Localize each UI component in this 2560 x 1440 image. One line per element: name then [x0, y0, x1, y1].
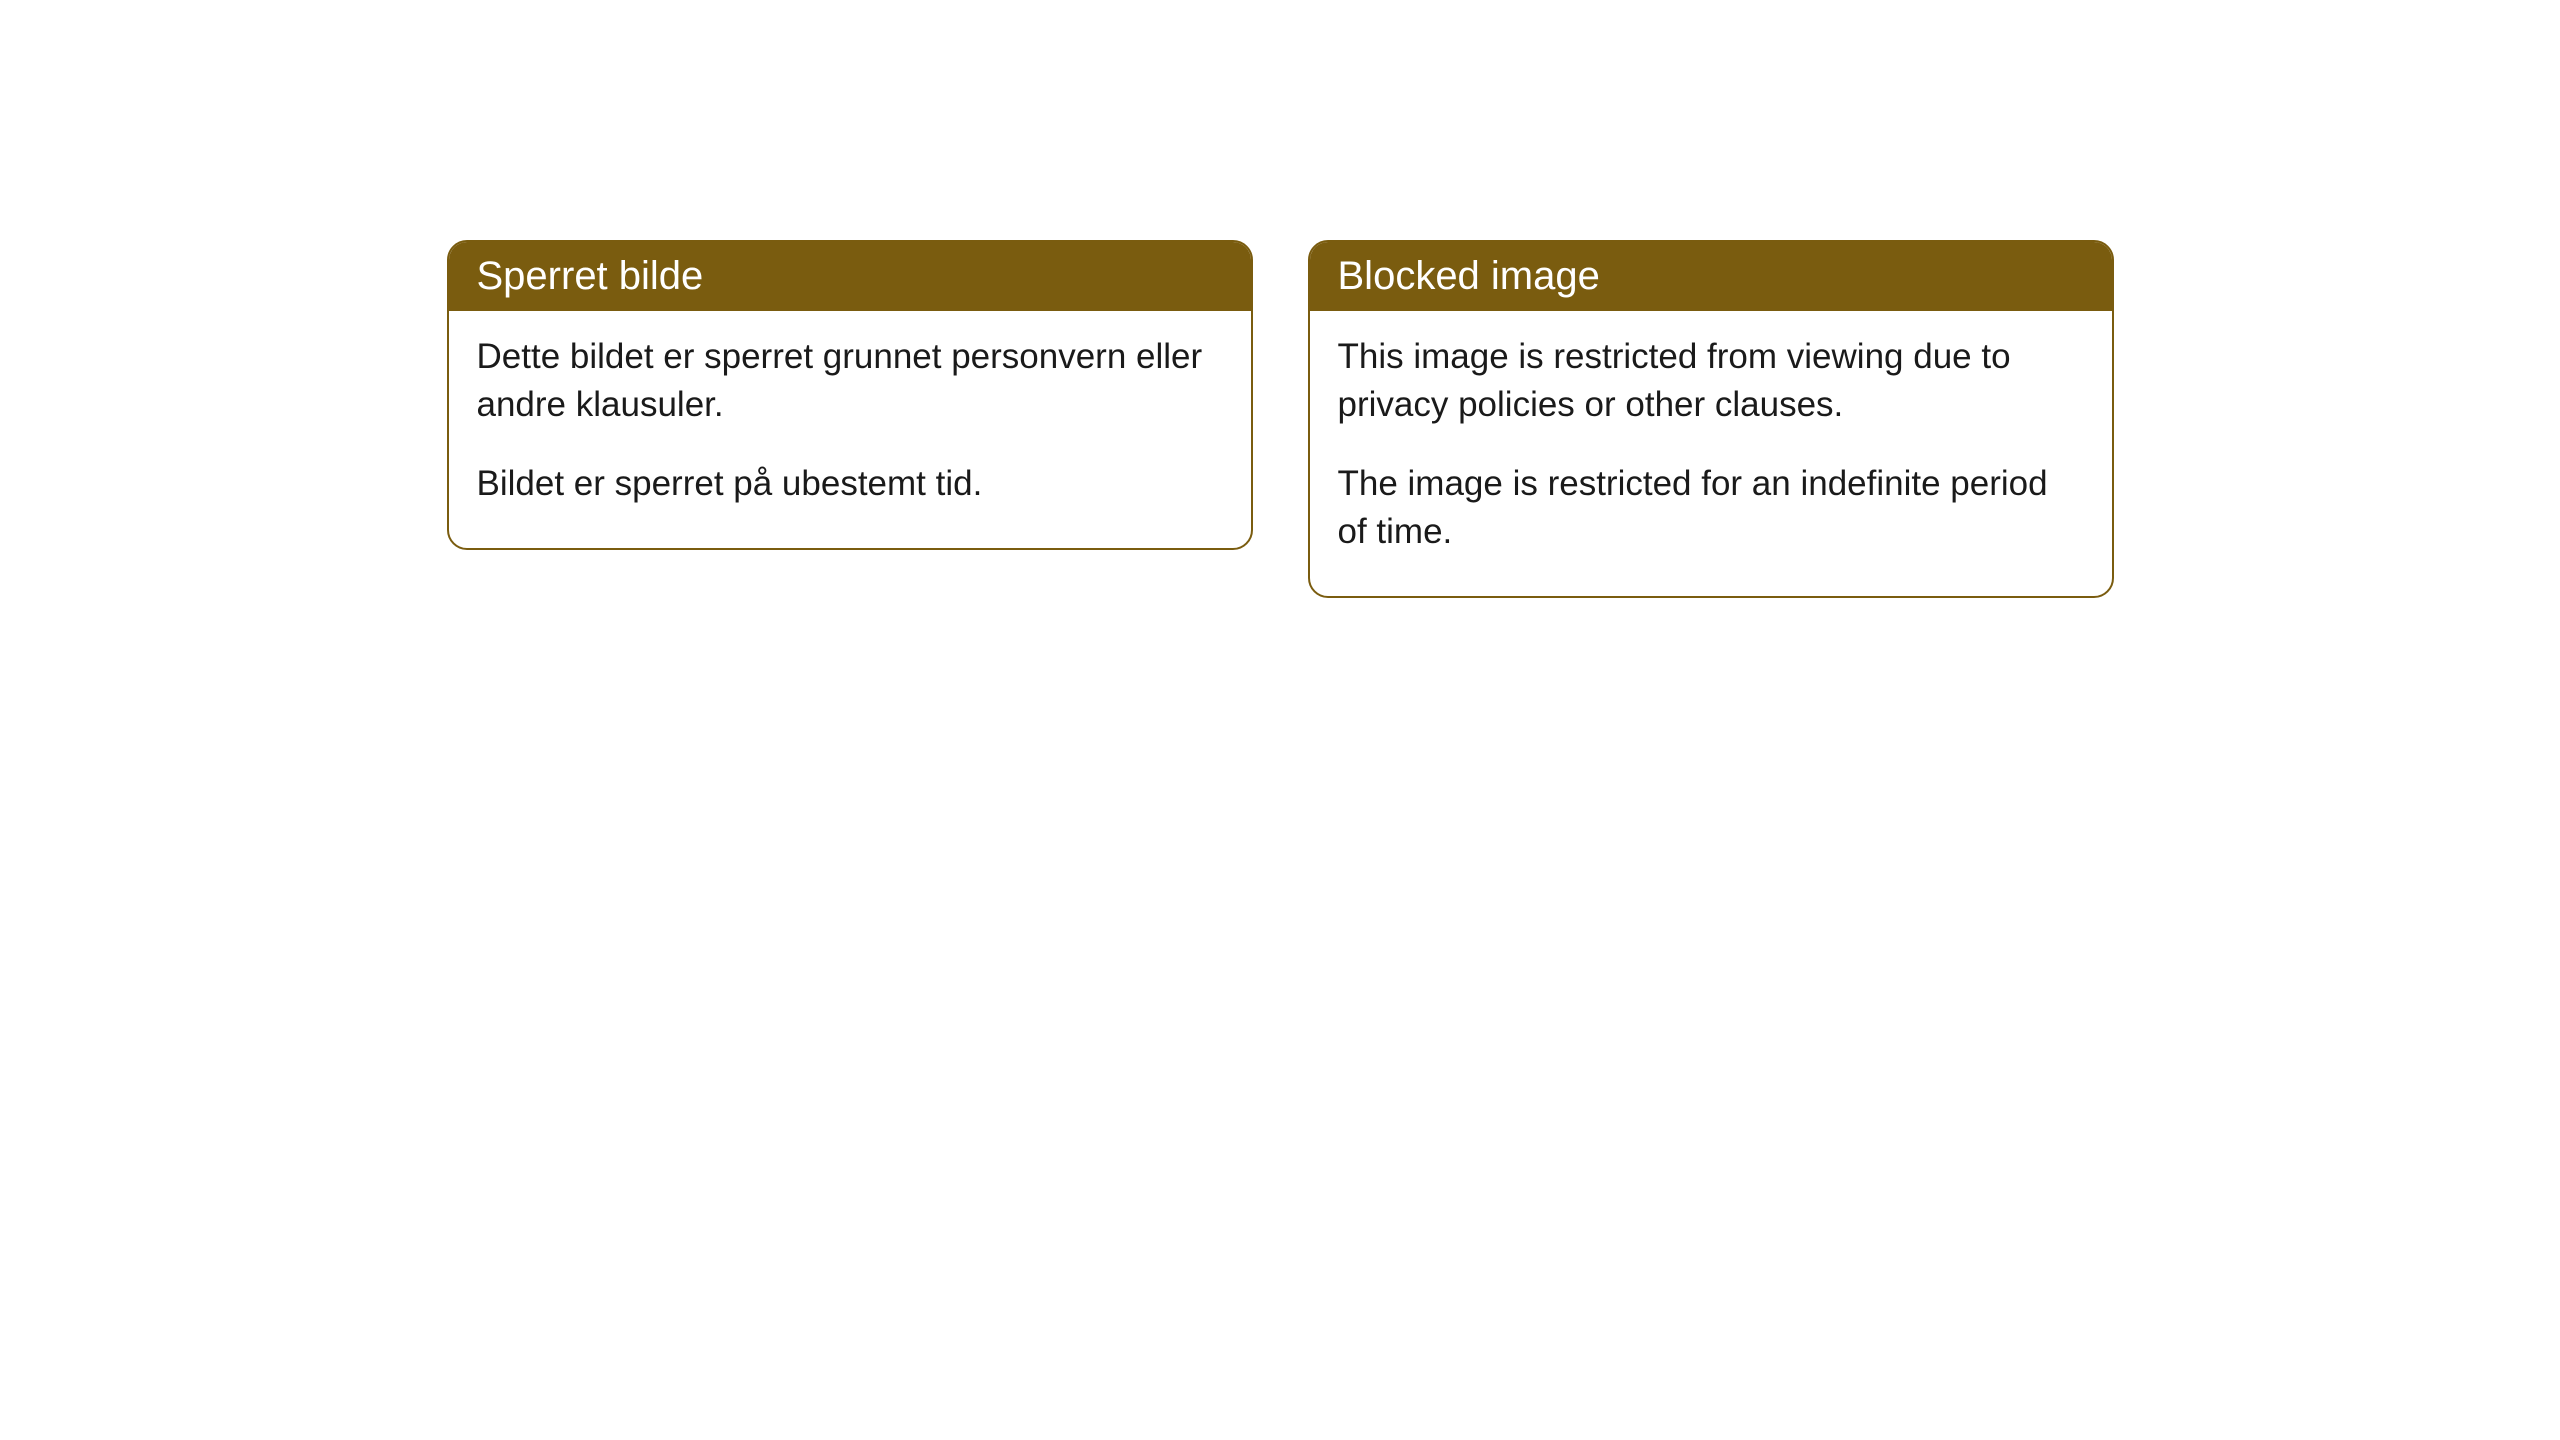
- card-body-english: This image is restricted from viewing du…: [1310, 311, 2112, 596]
- card-paragraph-1-norwegian: Dette bildet er sperret grunnet personve…: [477, 333, 1223, 430]
- notice-cards-container: Sperret bilde Dette bildet er sperret gr…: [447, 240, 2114, 1440]
- blocked-image-card-english: Blocked image This image is restricted f…: [1308, 240, 2114, 598]
- card-header-norwegian: Sperret bilde: [449, 242, 1251, 311]
- card-title-norwegian: Sperret bilde: [477, 254, 704, 298]
- card-header-english: Blocked image: [1310, 242, 2112, 311]
- card-title-english: Blocked image: [1338, 254, 1600, 298]
- card-paragraph-2-english: The image is restricted for an indefinit…: [1338, 460, 2084, 557]
- card-paragraph-1-english: This image is restricted from viewing du…: [1338, 333, 2084, 430]
- card-paragraph-2-norwegian: Bildet er sperret på ubestemt tid.: [477, 460, 1223, 508]
- card-body-norwegian: Dette bildet er sperret grunnet personve…: [449, 311, 1251, 548]
- blocked-image-card-norwegian: Sperret bilde Dette bildet er sperret gr…: [447, 240, 1253, 550]
